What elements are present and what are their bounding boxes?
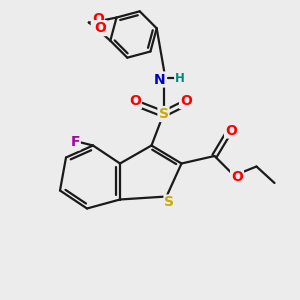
Text: O: O: [180, 94, 192, 108]
Text: O: O: [231, 170, 243, 184]
Text: O: O: [92, 12, 103, 26]
Text: O: O: [225, 124, 237, 137]
Text: H: H: [175, 71, 185, 85]
Text: N: N: [154, 73, 166, 86]
Text: O: O: [129, 94, 141, 108]
Text: S: S: [158, 107, 169, 121]
Text: O: O: [94, 21, 106, 35]
Text: F: F: [70, 136, 80, 149]
Text: S: S: [164, 196, 175, 209]
